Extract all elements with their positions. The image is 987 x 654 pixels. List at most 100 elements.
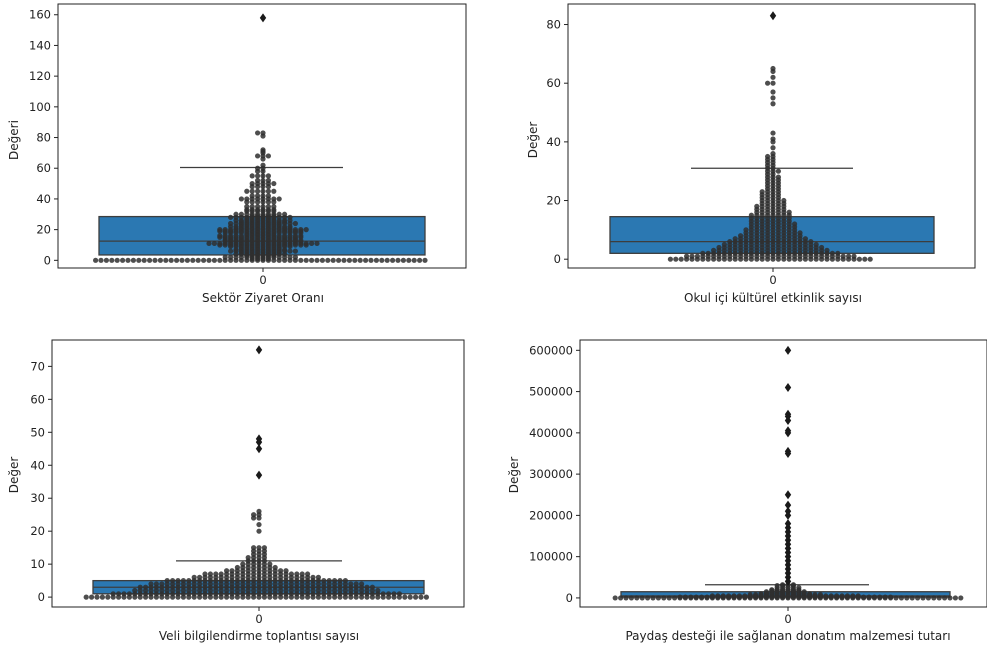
swarm-point <box>639 595 645 601</box>
swarm-point <box>255 193 261 199</box>
swarm-point <box>770 101 776 107</box>
outlier-point <box>255 434 263 444</box>
y-tick-label: 300000 <box>529 467 573 481</box>
swarm-point <box>753 592 759 598</box>
swarm-point <box>125 257 131 263</box>
swarm-point <box>726 593 732 599</box>
swarm-point <box>925 595 932 601</box>
swarm-point <box>282 211 288 217</box>
swarm-point <box>775 168 782 174</box>
swarm-point <box>288 571 294 577</box>
outlier-point <box>255 345 263 355</box>
swarm-point <box>251 512 257 518</box>
swarm-point <box>260 177 266 184</box>
outlier-point <box>259 13 267 23</box>
swarm-point <box>386 591 392 597</box>
y-tick-label: 40 <box>36 192 51 206</box>
y-tick-label: 60 <box>546 76 561 90</box>
swarm-point <box>661 595 667 601</box>
swarm-point <box>406 257 412 263</box>
swarm-point <box>709 593 716 599</box>
swarm-point <box>222 227 228 233</box>
swarm-point <box>287 214 293 220</box>
swarm-point <box>850 593 856 599</box>
panel-paydas-destegi: 0 100000 200000 300000 400000 500000 600000 0 P… <box>507 339 987 643</box>
swarm-point <box>407 594 413 600</box>
swarm-point <box>126 591 132 597</box>
swarm-point <box>287 248 293 254</box>
swarm-point <box>213 571 219 577</box>
swarm-point <box>305 571 311 577</box>
swarm-point <box>265 193 271 199</box>
y-tick-label: 160 <box>29 8 51 22</box>
swarm-point <box>634 595 640 601</box>
y-axis-label: Değer <box>7 457 21 494</box>
swarm-point <box>337 578 343 584</box>
swarm-point <box>303 227 309 233</box>
swarm-point <box>321 578 327 584</box>
swarm-point <box>283 568 289 574</box>
swarm-point <box>184 257 190 263</box>
swarm-point <box>824 247 830 253</box>
swarm-point <box>678 256 684 262</box>
y-tick-label: 60 <box>36 161 51 175</box>
swarm-point <box>855 593 861 599</box>
swarm-point <box>866 594 872 600</box>
x-tick-label: 0 <box>259 273 266 287</box>
swarm-point <box>265 177 271 184</box>
swarm-point <box>249 188 255 194</box>
swarm-point <box>363 257 369 263</box>
swarm-point <box>222 254 228 260</box>
outlier-point <box>769 11 777 21</box>
swarm-point <box>186 578 192 584</box>
panel-okul-ici-kulturel: 0 20 40 60 80 0 Okul içi kültürel etkinlik sa… <box>526 3 976 305</box>
swarm-point <box>99 594 105 600</box>
y-tick-label: 200000 <box>529 508 573 522</box>
swarm-point <box>229 568 235 574</box>
swarm-point <box>352 257 358 263</box>
swarm-point <box>942 595 948 601</box>
swarm-point <box>228 220 234 227</box>
swarm-point <box>667 256 674 262</box>
swarm-point <box>759 189 765 195</box>
swarm-point <box>255 177 261 184</box>
swarm-point <box>292 248 298 254</box>
swarm-point <box>233 211 239 217</box>
swarm-point <box>797 230 803 236</box>
swarm-point <box>132 587 138 594</box>
swarm-point <box>391 591 397 597</box>
swarm-point <box>325 257 331 263</box>
swarm-point <box>650 595 656 601</box>
swarm-point <box>120 257 126 263</box>
swarm-point <box>228 214 234 220</box>
swarm-point <box>711 247 717 253</box>
outlier-point <box>784 426 792 436</box>
y-tick-label: 400000 <box>529 426 573 440</box>
swarm-point <box>700 250 706 256</box>
swarm-point <box>770 65 776 72</box>
swarm-point <box>245 554 251 561</box>
swarm-point <box>774 582 780 589</box>
swarm-point <box>287 254 293 260</box>
swarm-point <box>689 253 695 259</box>
swarm-point <box>260 188 266 194</box>
axes-frame <box>579 339 987 608</box>
swarm-point <box>769 587 775 593</box>
swarm-point <box>211 257 217 263</box>
swarm-point <box>781 197 787 204</box>
swarm-point <box>801 589 807 595</box>
swarm-point <box>770 74 776 80</box>
swarm-point <box>314 257 320 263</box>
swarm-point <box>159 581 165 587</box>
swarm-point <box>292 254 298 260</box>
swarm-point <box>228 248 234 254</box>
y-tick-label: 0 <box>44 253 51 267</box>
swarm-point <box>218 571 224 577</box>
swarm-point <box>114 257 120 263</box>
outlier-point <box>784 519 792 529</box>
swarm-point <box>812 592 818 598</box>
swarm-point <box>802 236 809 242</box>
swarm-point <box>137 584 143 590</box>
swarm-point <box>829 250 836 256</box>
